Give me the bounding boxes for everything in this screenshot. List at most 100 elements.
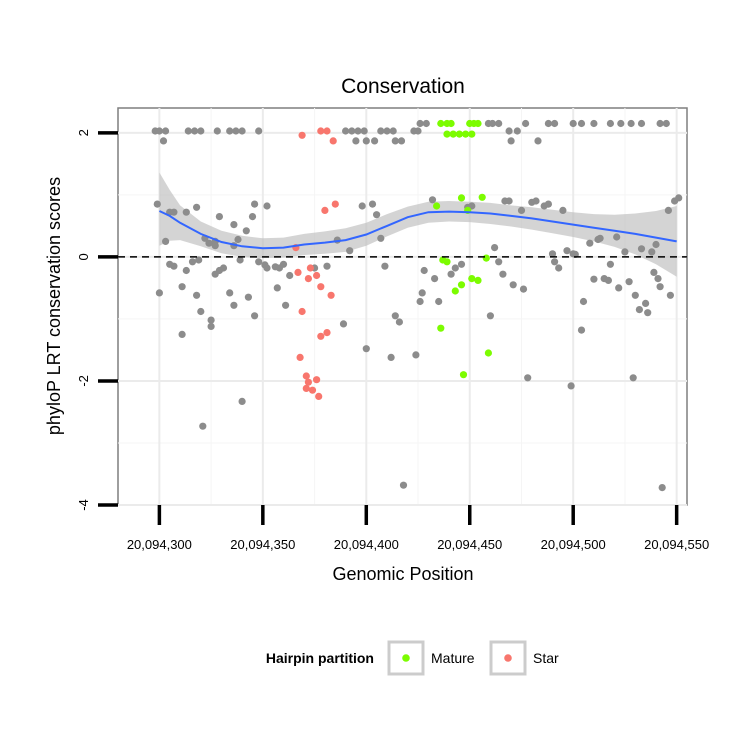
point-star-20 — [302, 384, 310, 392]
point-other-115 — [431, 275, 439, 283]
point-other-150 — [596, 234, 604, 242]
point-other-72 — [197, 307, 205, 316]
point-other-170 — [664, 206, 673, 214]
series-star — [292, 127, 339, 400]
point-other-58 — [251, 200, 259, 208]
point-other-21 — [371, 137, 379, 145]
point-other-29 — [488, 119, 497, 128]
confidence-ribbon — [159, 172, 677, 277]
point-mature-18 — [457, 281, 466, 289]
point-other-76 — [219, 264, 228, 272]
point-other-163 — [644, 309, 652, 317]
point-star-4 — [321, 206, 329, 214]
point-other-93 — [199, 422, 207, 430]
point-other-53 — [205, 239, 213, 247]
point-other-86 — [282, 301, 290, 309]
point-other-167 — [654, 275, 662, 283]
point-other-69 — [182, 266, 190, 275]
point-other-154 — [613, 233, 621, 241]
legend-label-star: Star — [533, 650, 559, 666]
point-other-43 — [627, 119, 635, 128]
point-mature-20 — [474, 276, 482, 284]
point-mature-8 — [455, 130, 463, 138]
point-star-16 — [296, 353, 304, 361]
point-other-124 — [491, 244, 499, 252]
point-star-19 — [313, 376, 321, 384]
data-points-layer — [151, 119, 683, 492]
point-other-60 — [234, 235, 242, 244]
point-other-65 — [155, 289, 163, 297]
point-other-80 — [244, 293, 252, 301]
point-other-108 — [395, 318, 403, 326]
point-other-134 — [532, 197, 540, 205]
point-other-157 — [625, 278, 633, 286]
point-mature-24 — [459, 371, 468, 379]
point-other-136 — [544, 200, 553, 208]
point-other-137 — [548, 250, 557, 258]
y-axis-title: phyloP LRT conservation scores — [44, 177, 64, 435]
point-other-11 — [255, 127, 263, 135]
point-star-1 — [317, 127, 325, 135]
point-other-156 — [621, 248, 629, 256]
legend: Hairpin partition Mature Star — [266, 640, 559, 676]
point-star-12 — [327, 291, 335, 299]
point-other-4 — [184, 127, 192, 135]
point-other-129 — [509, 281, 517, 289]
point-other-50 — [170, 208, 178, 216]
point-other-16 — [377, 127, 385, 135]
point-mature-19 — [468, 275, 476, 283]
point-other-164 — [648, 248, 656, 256]
point-other-56 — [242, 227, 250, 235]
point-other-20 — [362, 137, 370, 145]
point-other-105 — [381, 262, 389, 270]
plot-panel — [117, 107, 688, 506]
point-other-47 — [153, 200, 161, 208]
point-mature-6 — [443, 130, 451, 138]
point-other-33 — [522, 119, 530, 128]
point-star-11 — [317, 283, 325, 291]
point-other-117 — [435, 297, 443, 306]
point-other-23 — [397, 137, 406, 145]
point-other-15 — [360, 127, 368, 135]
point-other-145 — [577, 326, 586, 334]
point-star-0 — [298, 131, 306, 139]
point-mature-14 — [478, 193, 486, 201]
point-other-25 — [414, 127, 422, 135]
point-other-59 — [263, 202, 271, 210]
point-other-162 — [642, 299, 650, 307]
legend-dot-star — [504, 654, 512, 662]
point-star-15 — [323, 329, 331, 337]
point-other-30 — [495, 119, 503, 128]
point-other-165 — [650, 268, 658, 276]
point-other-51 — [182, 208, 190, 216]
point-other-139 — [555, 264, 563, 272]
point-mature-12 — [457, 194, 466, 202]
chart-title: Conservation — [341, 75, 465, 98]
point-other-88 — [279, 260, 288, 268]
point-other-17 — [383, 127, 391, 135]
point-other-171 — [666, 291, 675, 299]
point-star-7 — [306, 264, 314, 272]
point-other-44 — [637, 119, 646, 128]
point-other-110 — [399, 481, 408, 489]
point-other-173 — [675, 194, 683, 202]
smooth-line-layer — [158, 210, 677, 250]
x-tick-label-0: 20,094,300 — [127, 537, 192, 552]
point-other-99 — [339, 320, 348, 328]
point-other-78 — [230, 301, 238, 309]
point-other-79 — [236, 256, 244, 264]
y-tick-label-0: -4 — [76, 499, 91, 511]
point-other-27 — [422, 119, 430, 128]
point-star-22 — [315, 392, 323, 400]
point-other-19 — [352, 137, 360, 145]
point-other-41 — [606, 119, 615, 128]
point-other-38 — [569, 119, 577, 128]
point-other-10 — [238, 127, 246, 135]
point-other-71 — [193, 291, 201, 299]
y-tick-label-2: 0 — [76, 253, 91, 260]
point-other-97 — [323, 262, 331, 270]
point-other-140 — [559, 206, 567, 214]
point-star-8 — [294, 268, 302, 276]
point-other-138 — [551, 258, 559, 266]
x-tick-label-2: 20,094,400 — [334, 537, 399, 552]
